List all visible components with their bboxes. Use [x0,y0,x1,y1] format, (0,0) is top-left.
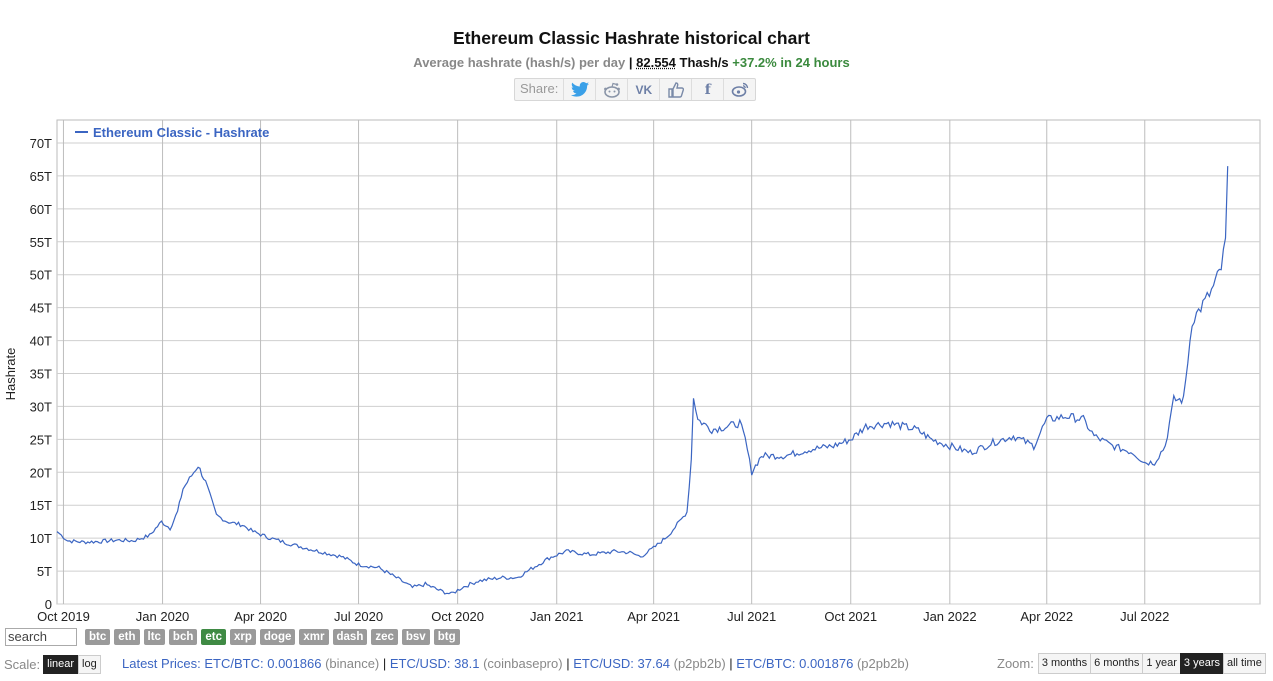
like-icon[interactable] [660,79,693,100]
y-tick-label: 55T [30,235,52,250]
y-tick-label: 25T [30,432,52,447]
coin-button-bsv[interactable]: bsv [401,629,430,645]
hashrate-chart[interactable]: 0 5T 10T 15T 20T 25T 30T 35T 40T 45T 50T 55T 60T 65T 7… [0,0,1273,640]
search-input[interactable]: search [5,628,77,646]
x-tick-label: Jul 2020 [334,609,383,624]
zoom-3-months-button[interactable]: 3 months [1037,653,1092,674]
price-items: ETC/BTC: 0.001866 (binance) | ETC/USD: 3… [204,656,909,671]
current-hashrate-value[interactable]: 82.554 [636,55,676,70]
y-tick-label: 50T [30,268,52,283]
facebook-icon[interactable]: f [692,79,725,100]
coin-button-xrp[interactable]: xrp [230,629,256,645]
zoom-all-time-button[interactable]: all time [1223,653,1266,674]
reddit-icon[interactable] [596,79,629,100]
hashrate-change: +37.2% in 24 hours [732,55,850,70]
scale-controls: Scale: linear log [4,654,101,674]
x-tick-label: Jan 2022 [923,609,977,624]
share-label: Share: [515,79,565,100]
chart-legend[interactable]: Ethereum Classic - Hashrate [75,125,269,140]
price-source: (coinbasepro) [479,656,563,671]
x-tick-label: Jul 2022 [1120,609,1169,624]
zoom-1-year-button[interactable]: 1 year [1142,653,1181,674]
zoom-controls: Zoom: 3 months 6 months 1 year 3 years all t… [997,653,1266,674]
price-separator: | [562,656,574,671]
scale-log-button[interactable]: log [78,654,101,674]
x-tick-label: Jan 2021 [530,609,584,624]
price-link[interactable]: ETC/BTC: 0.001866 [204,656,322,671]
x-tick-label: Jul 2021 [727,609,776,624]
coin-selector-bar: search btc eth ltc bch etc xrp doge xmr dash zec b… [5,627,460,647]
weibo-icon[interactable] [724,79,755,100]
x-tick-label: Oct 2021 [824,609,877,624]
zoom-options: 3 months 6 months 1 year 3 years all time [1037,653,1266,674]
x-tick-label: Apr 2021 [627,609,680,624]
price-source: (binance) [321,656,380,671]
y-tick-label: 20T [30,465,52,480]
coin-button-doge[interactable]: doge [259,629,296,645]
coin-button-zec[interactable]: zec [371,629,398,645]
twitter-icon[interactable] [564,79,597,100]
coin-button-btc[interactable]: btc [85,629,111,645]
coin-button-btg[interactable]: btg [433,629,460,645]
latest-prices-label: Latest Prices: [122,656,201,671]
zoom-3-years-button[interactable]: 3 years [1179,653,1224,674]
coin-button-xmr[interactable]: xmr [299,629,329,645]
subtitle-label: Average hashrate (hash/s) per day [413,55,626,70]
coin-button-bch[interactable]: bch [168,629,198,645]
legend-series-name[interactable]: Ethereum Classic - Hashrate [93,125,269,140]
zoom-6-months-button[interactable]: 6 months [1090,653,1144,674]
vk-icon[interactable]: VK [628,79,661,100]
y-tick-label: 70T [30,136,52,151]
y-tick-label: 35T [30,367,52,382]
coin-button-etc[interactable]: etc [201,629,226,645]
chart-subtitle: Average hashrate (hash/s) per day | 82.5… [0,55,1263,70]
scale-linear-button[interactable]: linear [43,654,79,674]
y-tick-label: 15T [30,498,52,513]
x-axis-ticks: Oct 2019 Jan 2020 Apr 2020 Jul 2020 Oct 2020… [37,609,1169,624]
scale-label: Scale: [4,656,41,672]
y-tick-label: 40T [30,334,52,349]
zoom-label: Zoom: [997,656,1034,671]
y-tick-label: 30T [30,399,52,414]
price-separator: | [725,656,737,671]
y-tick-label: 60T [30,202,52,217]
y-axis-label: Hashrate [3,348,18,401]
current-hashrate-unit: Thash/s [679,55,729,70]
subtitle-separator: | [628,55,633,70]
coin-button-eth[interactable]: eth [114,629,140,645]
y-tick-label: 10T [30,531,52,546]
price-link[interactable]: ETC/USD: 37.64 [573,656,671,671]
y-tick-label: 65T [30,169,52,184]
plot-border [56,119,1261,605]
x-tick-label: Oct 2020 [431,609,484,624]
coin-button-dash[interactable]: dash [332,629,368,645]
price-link[interactable]: ETC/USD: 38.1 [389,656,480,671]
x-tick-label: Oct 2019 [37,609,90,624]
price-source: (p2pb2b) [853,656,909,671]
y-tick-label: 5T [37,564,52,579]
chart-title: Ethereum Classic Hashrate historical cha… [453,28,810,48]
coin-button-ltc[interactable]: ltc [143,629,165,645]
scale-options: linear log [43,654,101,674]
y-axis-ticks: 0 5T 10T 15T 20T 25T 30T 35T 40T 45T 50T 55T 60T 65T 7… [30,136,52,612]
price-source: (p2pb2b) [670,656,726,671]
x-tick-label: Apr 2020 [234,609,287,624]
x-tick-label: Jan 2020 [136,609,190,624]
x-tick-label: Apr 2022 [1020,609,1073,624]
share-bar: Share: VK f [514,78,757,101]
price-separator: | [379,656,390,671]
latest-prices: Latest Prices: ETC/BTC: 0.001866 (binanc… [122,656,909,671]
coin-buttons: btc eth ltc bch etc xrp doge xmr dash zec bsv btg [81,629,460,645]
price-link[interactable]: ETC/BTC: 0.001876 [736,656,854,671]
chart-grid [56,119,1261,605]
y-tick-label: 0 [45,597,52,612]
hashrate-series-line[interactable] [56,166,1229,595]
y-tick-label: 45T [30,301,52,316]
